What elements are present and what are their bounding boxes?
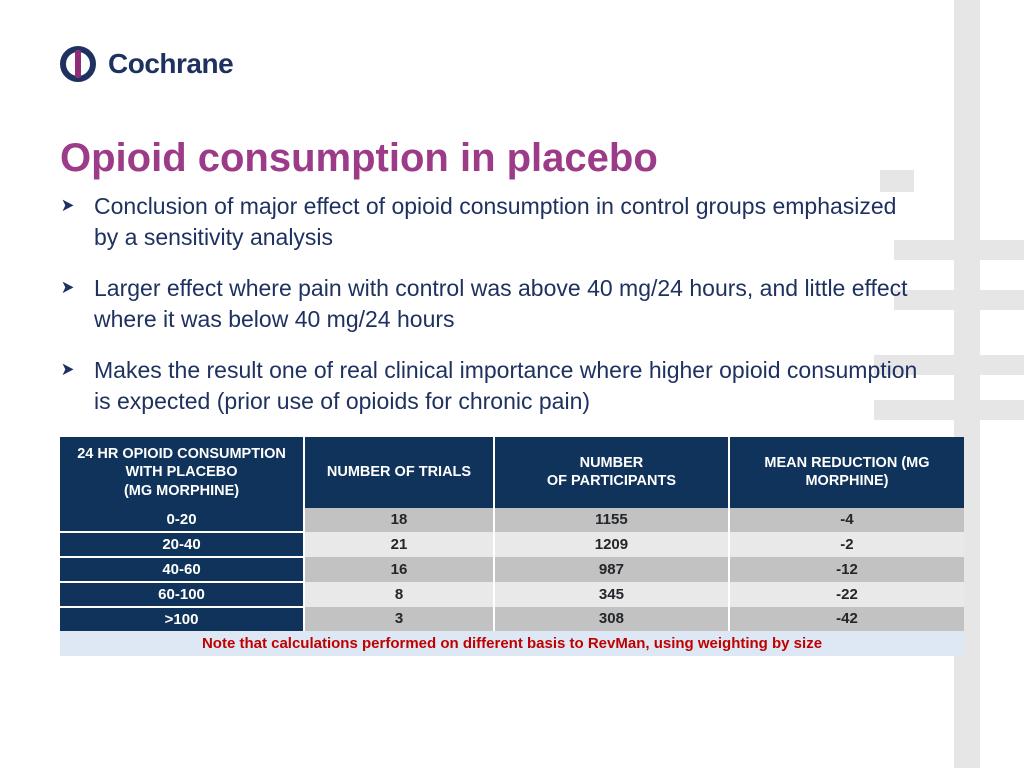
cell-trials: 3: [304, 607, 494, 631]
row-label: 0-20: [60, 508, 304, 532]
cochrane-logo-icon: [60, 46, 96, 82]
table-header-row: 24 HR OPIOID CONSUMPTION WITH PLACEBO (M…: [60, 437, 964, 507]
col-header-line: OF PARTICIPANTS: [547, 473, 676, 489]
col-header-participants: NUMBER OF PARTICIPANTS: [494, 437, 729, 507]
list-item: Larger effect where pain with control wa…: [60, 273, 920, 335]
page-title: Opioid consumption in placebo: [60, 136, 964, 181]
opioid-table: 24 HR OPIOID CONSUMPTION WITH PLACEBO (M…: [60, 437, 964, 630]
list-item: Makes the result one of real clinical im…: [60, 355, 920, 417]
cell-participants: 345: [494, 582, 729, 607]
cell-trials: 8: [304, 582, 494, 607]
cell-participants: 987: [494, 557, 729, 582]
bullet-list: Conclusion of major effect of opioid con…: [60, 191, 920, 417]
col-header-consumption: 24 HR OPIOID CONSUMPTION WITH PLACEBO (M…: [60, 437, 304, 507]
brand-name: Cochrane: [108, 48, 233, 80]
cell-trials: 21: [304, 532, 494, 557]
col-header-line: 24 HR OPIOID CONSUMPTION WITH PLACEBO: [77, 446, 286, 480]
col-header-reduction: MEAN REDUCTION (MG MORPHINE): [729, 437, 964, 507]
cell-reduction: -42: [729, 607, 964, 631]
table-row: 40-60 16 987 -12: [60, 557, 964, 582]
cell-reduction: -22: [729, 582, 964, 607]
cell-participants: 308: [494, 607, 729, 631]
row-label: 40-60: [60, 557, 304, 582]
row-label: 60-100: [60, 582, 304, 607]
table-row: 60-100 8 345 -22: [60, 582, 964, 607]
cell-trials: 16: [304, 557, 494, 582]
cell-participants: 1155: [494, 508, 729, 532]
row-label: 20-40: [60, 532, 304, 557]
row-label: >100: [60, 607, 304, 631]
table-row: >100 3 308 -42: [60, 607, 964, 631]
cell-reduction: -2: [729, 532, 964, 557]
slide-content: Cochrane Opioid consumption in placebo C…: [0, 0, 1024, 656]
cell-participants: 1209: [494, 532, 729, 557]
cell-trials: 18: [304, 508, 494, 532]
col-header-line: (MG MORPHINE): [124, 483, 239, 499]
col-header-trials: NUMBER OF TRIALS: [304, 437, 494, 507]
brand-logo: Cochrane: [60, 46, 964, 82]
table-row: 0-20 18 1155 -4: [60, 508, 964, 532]
list-item: Conclusion of major effect of opioid con…: [60, 191, 920, 253]
table-footnote: Note that calculations performed on diff…: [60, 631, 964, 656]
cell-reduction: -12: [729, 557, 964, 582]
cell-reduction: -4: [729, 508, 964, 532]
col-header-line: NUMBER: [580, 455, 644, 471]
table-row: 20-40 21 1209 -2: [60, 532, 964, 557]
